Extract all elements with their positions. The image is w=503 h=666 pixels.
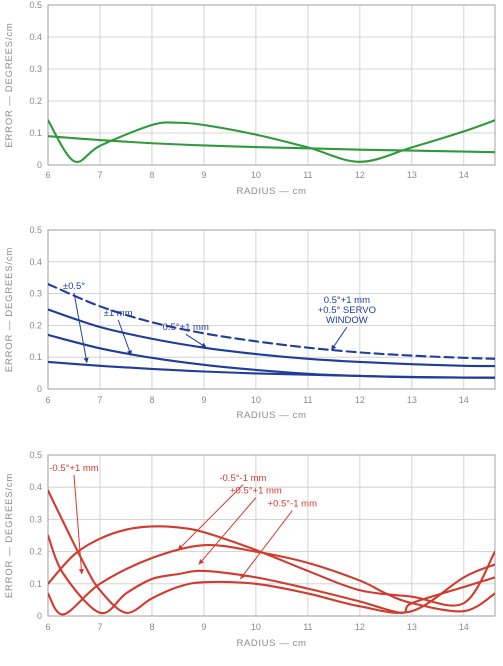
y-axis-label: ERROR — DEGREES/cm — [4, 247, 15, 372]
chart-3: 6 7 8 9 10 11 12 13 14 0 0.1 0.2 0.3 0.4 0.5 RADIUS — c… — [4, 450, 496, 649]
x-tick-label: 14 — [459, 170, 469, 180]
y-tick-label: 0.4 — [29, 482, 42, 492]
y-tick-label: 0.3 — [29, 289, 42, 299]
x-tick-label: 11 — [303, 395, 312, 405]
series-line-1 — [48, 489, 495, 614]
y-tick-label: 0.4 — [29, 32, 42, 42]
x-tick-label: 12 — [355, 395, 365, 405]
series-line-4 — [48, 525, 495, 607]
x-tick-label: 7 — [97, 170, 102, 180]
series-line-3 — [48, 543, 495, 616]
annotation-arrowhead — [331, 344, 337, 351]
x-tick-label: 11 — [303, 622, 312, 632]
x-tick-label: 10 — [251, 622, 261, 632]
annotation-arrowhead — [78, 568, 84, 575]
y-tick-label: 0.5 — [29, 225, 42, 235]
x-tick-label: 8 — [149, 170, 154, 180]
annotation-label: 0.5°+1 mm — [163, 322, 209, 333]
x-tick-label: 12 — [355, 170, 365, 180]
plot-frame — [47, 4, 496, 166]
x-tick-label: 10 — [251, 170, 261, 180]
y-tick-label: 0.1 — [29, 579, 42, 589]
x-tick-label: 9 — [201, 170, 206, 180]
annotation-arrowhead — [83, 357, 89, 363]
series-line-4 — [48, 360, 495, 379]
series-line-1 — [48, 119, 495, 164]
x-tick-label: 7 — [97, 395, 102, 405]
x-tick-label: 12 — [355, 622, 365, 632]
annotation-leader — [239, 510, 293, 580]
x-tick-label: 9 — [201, 395, 206, 405]
y-tick-label: 0.5 — [29, 450, 42, 460]
annotation-leader — [117, 319, 132, 356]
annotation-label: +0.5° SERVO — [318, 305, 376, 316]
annotation-label: -0.5°-1 mm — [219, 473, 266, 484]
x-tick-label: 9 — [201, 622, 206, 632]
chart-1: 6 7 8 9 10 11 12 13 14 0 0.1 0.2 0.3 0.4 0.5 RADIUS — c… — [4, 0, 496, 197]
annotation-arrowhead — [240, 573, 246, 579]
x-tick-label: 13 — [407, 622, 417, 632]
annotation-leader — [73, 292, 88, 364]
x-tick-label: 13 — [407, 395, 417, 405]
annotation-arrowhead — [127, 350, 132, 356]
y-tick-label: 0.3 — [29, 514, 42, 524]
y-tick-label: 0.1 — [29, 128, 42, 138]
chart-2: 6 7 8 9 10 11 12 13 14 0 0.1 0.2 0.3 0.4 0.5 RADIUS — c… — [4, 225, 496, 421]
series-line-2 — [48, 308, 495, 368]
annotation-label: +0.5°+1 mm — [230, 486, 282, 497]
x-tick-label: 7 — [97, 622, 102, 632]
annotation-arrowhead — [198, 558, 204, 565]
x-tick-label: 8 — [149, 395, 154, 405]
y-tick-label: 0 — [37, 384, 42, 394]
y-tick-label: 0.2 — [29, 547, 42, 557]
annotation-leader — [198, 497, 257, 565]
y-tick-label: 0 — [37, 160, 42, 170]
x-tick-label: 14 — [459, 395, 469, 405]
annotation-label: ±1 mm — [104, 308, 133, 319]
annotation-leader — [73, 475, 83, 575]
x-tick-label: 8 — [149, 622, 154, 632]
annotation-label: -0.5°+1 mm — [49, 463, 99, 474]
x-tick-label: 10 — [251, 395, 261, 405]
y-tick-label: 0.5 — [29, 0, 42, 10]
x-tick-label: 6 — [45, 170, 50, 180]
x-tick-label: 11 — [303, 170, 312, 180]
annotation-arrowhead — [177, 544, 184, 550]
plot-frame — [47, 454, 496, 617]
y-tick-label: 0.3 — [29, 64, 42, 74]
x-tick-label: 14 — [459, 622, 469, 632]
annotation-label: 0.5°+1 mm — [324, 295, 370, 306]
series-line-1 — [48, 283, 495, 360]
series-line-2 — [48, 135, 495, 154]
x-tick-label: 13 — [407, 170, 417, 180]
annotation-leader — [177, 484, 244, 551]
annotation-label: +0.5°-1 mm — [268, 499, 318, 510]
y-tick-label: 0.1 — [29, 352, 42, 362]
x-axis-label: RADIUS — cm — [237, 638, 307, 649]
x-axis-label: RADIUS — cm — [237, 410, 307, 421]
y-tick-label: 0.2 — [29, 96, 42, 106]
x-axis-label: RADIUS — cm — [237, 186, 307, 197]
y-tick-label: 0.2 — [29, 320, 42, 330]
x-tick-label: 6 — [45, 622, 50, 632]
annotation-label: ±0.5° — [63, 281, 85, 292]
x-tick-label: 6 — [45, 395, 50, 405]
y-tick-label: 0.4 — [29, 257, 42, 267]
y-axis-label: ERROR — DEGREES/cm — [4, 473, 15, 598]
y-axis-label: ERROR — DEGREES/cm — [4, 22, 15, 147]
annotation-label: WINDOW — [326, 315, 368, 326]
y-tick-label: 0 — [37, 611, 42, 621]
series-line-2 — [48, 534, 495, 615]
annotation-arrowhead — [200, 342, 207, 348]
